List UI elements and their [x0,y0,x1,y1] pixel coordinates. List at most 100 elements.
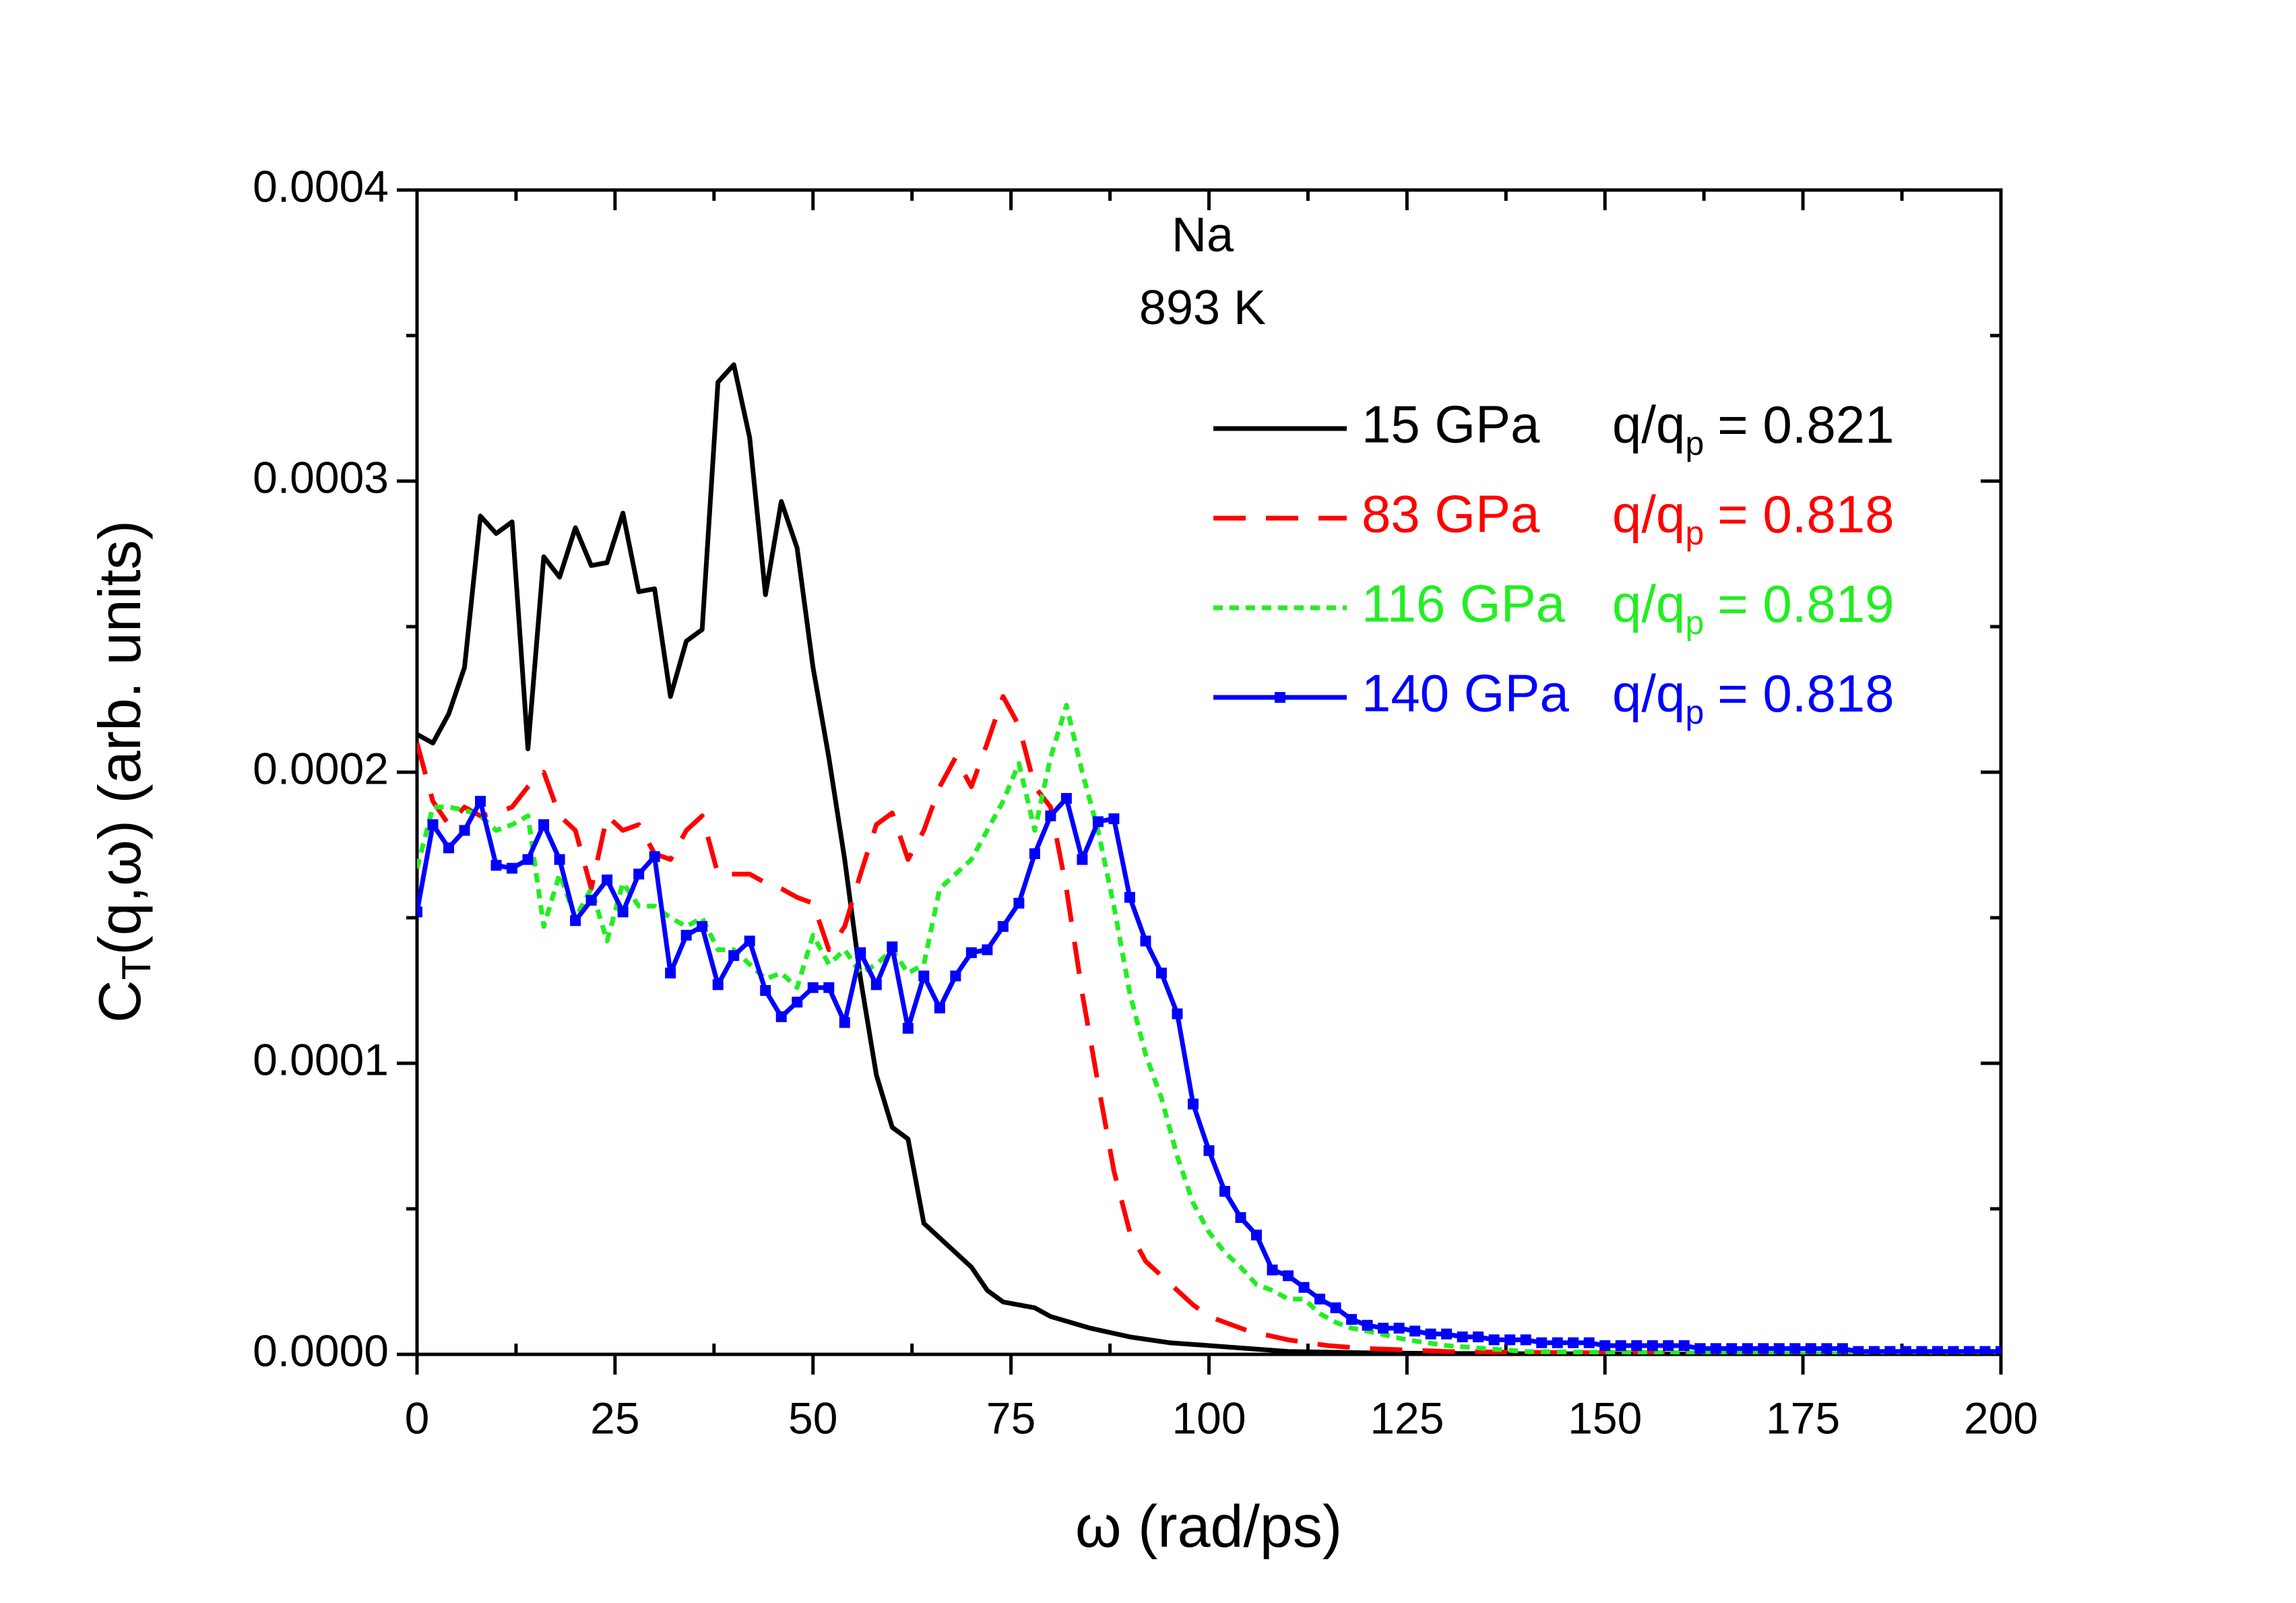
data-point [1267,1264,1278,1276]
data-point [1520,1334,1531,1346]
series-line [417,703,2001,1354]
data-point [775,1011,787,1022]
data-point [839,1017,850,1028]
data-point [554,854,565,865]
data-point [1473,1331,1484,1343]
data-point [1758,1343,1769,1354]
data-point [712,979,724,991]
x-tick-label: 200 [1964,1393,2038,1443]
data-point [1948,1346,1959,1354]
data-point [538,819,550,830]
data-point [1393,1323,1405,1334]
x-tick-label: 100 [1172,1393,1246,1443]
data-point [585,895,597,906]
data-point [1694,1343,1706,1354]
ratio-symbol: q/q [1612,664,1685,723]
data-point [697,920,708,932]
annotation: 893 K [1139,281,1266,335]
data-point [870,979,882,991]
data-point [1203,1145,1215,1156]
data-point [490,860,502,871]
data-point [1805,1343,1816,1354]
data-point [1314,1293,1326,1305]
data-point [1568,1337,1579,1348]
data-point [1599,1340,1611,1352]
y-label-main: C [86,980,153,1023]
data-point [1615,1340,1626,1352]
data-point [1678,1340,1690,1352]
y-tick-label: 0.0003 [253,452,389,502]
data-point [443,842,455,854]
data-point [1235,1212,1246,1223]
data-point [1457,1331,1468,1343]
data-point [1979,1346,1991,1354]
data-point [965,947,977,958]
ratio-symbol: q/q [1612,574,1685,633]
ratio-subscript: p [1685,514,1704,552]
ratio-value: = 0.818 [1717,484,1894,544]
data-point [1409,1325,1421,1337]
ratio-value: = 0.819 [1717,574,1894,633]
data-point [1378,1323,1389,1334]
data-point [1583,1337,1595,1348]
legend-label: 140 GPa [1362,664,1570,723]
data-point [1140,935,1151,947]
data-point [1773,1343,1785,1354]
ratio-value: = 0.821 [1717,395,1894,454]
x-tick-label: 175 [1766,1393,1840,1443]
x-tick-label: 125 [1370,1393,1444,1443]
data-point [1187,1098,1199,1110]
data-point [617,906,629,918]
legend-ratio: q/qp = 0.818 [1612,664,1894,732]
data-point [1330,1302,1341,1313]
data-point [1219,1186,1231,1197]
data-point [982,944,993,955]
data-point [1298,1282,1310,1293]
legend-ratio: q/qp = 0.821 [1612,395,1894,463]
data-point [1916,1346,1927,1354]
data-point [633,869,645,880]
legend-label: 83 GPa [1362,484,1540,544]
data-point [1837,1343,1848,1354]
data-point [1441,1328,1453,1340]
data-point [1504,1334,1516,1346]
data-point [997,920,1009,932]
data-point [1251,1229,1263,1240]
y-tick-label: 0.0004 [253,161,389,211]
data-point [1996,1346,2001,1354]
y-tick-label: 0.0001 [253,1034,389,1084]
x-axis-label: ω (rad/ps) [1075,1492,1342,1559]
y-label-rest: (q,ω) (arb. units) [86,520,153,955]
data-point [570,915,581,926]
data-point [902,1023,914,1034]
plot-area [417,362,2001,1354]
ratio-subscript: p [1685,425,1704,462]
data-point [1108,813,1120,825]
data-point [1932,1346,1943,1354]
data-point [602,874,613,885]
data-point [459,825,470,836]
data-point [1060,792,1072,804]
data-point [1045,810,1056,821]
data-point [1155,968,1167,979]
data-point [728,950,740,962]
data-point [950,970,961,982]
data-point [1092,816,1104,827]
data-point [680,929,692,941]
data-point [1283,1270,1294,1282]
data-point [475,796,486,807]
y-tick-label: 0.0000 [253,1325,389,1375]
series-line [417,362,2001,1354]
data-point [427,819,439,830]
series-line [417,694,2001,1354]
annotation: Na [1172,208,1234,262]
data-point [1346,1314,1358,1325]
data-point [1536,1337,1548,1348]
data-point [918,970,930,982]
y-axis-label: CT(q,ω) (arb. units) [86,520,159,1023]
data-point [823,982,835,993]
data-point [1631,1340,1643,1352]
data-point [1013,898,1025,909]
data-point [522,854,534,865]
data-point [417,906,422,918]
